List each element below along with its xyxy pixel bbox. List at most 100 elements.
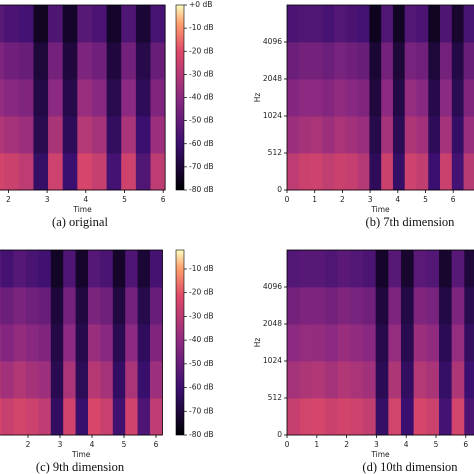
heatmap-cell	[33, 153, 49, 191]
x-tick-label: 2	[26, 440, 31, 449]
heatmap-cell	[106, 153, 122, 191]
heatmap-cell	[150, 79, 166, 117]
x-axis-label: Time	[370, 450, 390, 459]
heatmap-cell	[299, 398, 313, 436]
heatmap-cell	[77, 116, 93, 154]
heatmap-cell	[1, 398, 15, 436]
heatmap-cell	[125, 361, 138, 399]
heatmap-cell	[62, 79, 78, 117]
x-tick-label: 3	[45, 195, 50, 204]
x-axis-label: Time	[370, 205, 390, 214]
heatmap-cell	[310, 153, 323, 191]
colorbar-tick-label: -70 dB	[189, 162, 214, 171]
x-axis-label: Time	[71, 450, 91, 459]
heatmap-cell	[75, 287, 89, 325]
x-tick-label: 2	[6, 195, 11, 204]
heatmap-cell	[18, 42, 34, 80]
x-tick-label: 1	[312, 195, 317, 204]
heatmap-cell	[0, 42, 5, 80]
heatmap-cell	[464, 324, 474, 362]
heatmap-cell	[287, 5, 300, 43]
heatmap-cell	[26, 324, 39, 362]
colorbar-tick-label: -60 dB	[189, 139, 214, 148]
heatmap-cell	[413, 287, 427, 325]
heatmap-cell	[310, 5, 323, 43]
heatmap-cell	[150, 5, 166, 43]
heatmap-cell	[438, 398, 453, 436]
heatmap-cell	[350, 287, 364, 325]
heatmap-cell	[388, 398, 402, 436]
heatmap-cell	[48, 42, 64, 80]
heatmap-cell	[150, 398, 163, 436]
heatmap-cell	[106, 5, 122, 43]
x-tick-label: 4	[83, 195, 88, 204]
heatmap-cell	[18, 116, 34, 154]
heatmap-cell	[337, 287, 351, 325]
heatmap-cell	[125, 398, 138, 436]
heatmap-cell	[4, 153, 20, 191]
y-tick-label: 512	[268, 393, 283, 402]
heatmap-cell	[4, 116, 20, 154]
heatmap-cell	[416, 79, 429, 117]
x-tick-label: 5	[122, 440, 127, 449]
x-tick-label: 1	[314, 440, 319, 449]
heatmap-cell	[91, 79, 108, 117]
heatmap-cell	[121, 79, 137, 117]
heatmap-cell	[150, 287, 163, 325]
heatmap-cell	[310, 42, 323, 80]
y-tick-label: 1024	[263, 356, 282, 365]
heatmap-cell	[381, 5, 394, 43]
heatmap-cell	[451, 79, 464, 117]
heatmap-cell	[463, 5, 474, 43]
heatmap-cell	[324, 250, 339, 288]
heatmap-cell	[392, 5, 406, 43]
heatmap-cell	[337, 361, 351, 399]
x-axis-label: Time	[72, 205, 92, 214]
heatmap-cell	[0, 79, 5, 117]
heatmap-cell	[312, 287, 326, 325]
heatmap-cell	[440, 153, 453, 191]
heatmap-cell	[334, 79, 347, 117]
heatmap-cell	[287, 287, 301, 325]
heatmap-cell	[91, 116, 108, 154]
x-tick-label: 0	[285, 195, 290, 204]
plot-frame	[0, 249, 163, 436]
heatmap-cell	[464, 287, 474, 325]
heatmap-cell	[464, 250, 474, 288]
caption: (b) 7th dimension	[366, 215, 456, 229]
heatmap-cell	[322, 153, 335, 191]
heatmap-cell	[438, 361, 453, 399]
heatmap-cell	[451, 42, 464, 80]
y-tick-label: 512	[268, 148, 283, 157]
colorbar-tick-label: -30 dB	[189, 69, 214, 78]
heatmap-cell	[426, 361, 440, 399]
heatmap-cell	[88, 398, 101, 436]
heatmap-cell	[298, 79, 311, 117]
heatmap-cell	[121, 153, 137, 191]
heatmap-cell	[451, 398, 465, 436]
heatmap-cell	[26, 287, 39, 325]
heatmap-cell	[334, 116, 347, 154]
heatmap-cell	[345, 42, 359, 80]
heatmap-cell	[416, 42, 429, 80]
heatmap-cell	[0, 5, 5, 43]
heatmap-cell	[322, 42, 335, 80]
heatmap-cell	[451, 361, 465, 399]
heatmap-cell	[298, 5, 311, 43]
heatmap-cell	[77, 42, 93, 80]
heatmap-cell	[75, 324, 89, 362]
heatmap-cell	[312, 250, 326, 288]
x-tick-label: 6	[451, 195, 456, 204]
heatmap-cell	[88, 287, 101, 325]
heatmap-cell	[375, 398, 389, 436]
heatmap-cell	[91, 42, 108, 80]
heatmap-cell	[121, 116, 137, 154]
heatmap-cell	[77, 153, 93, 191]
y-tick-label: 4096	[263, 282, 282, 291]
heatmap-cell	[345, 153, 359, 191]
heatmap-cell	[438, 287, 453, 325]
colorbar-tick-label: -20 dB	[189, 288, 214, 297]
colorbar-tick-label: -10 dB	[189, 264, 214, 273]
heatmap-cell	[350, 361, 364, 399]
heatmap-cell	[125, 324, 138, 362]
